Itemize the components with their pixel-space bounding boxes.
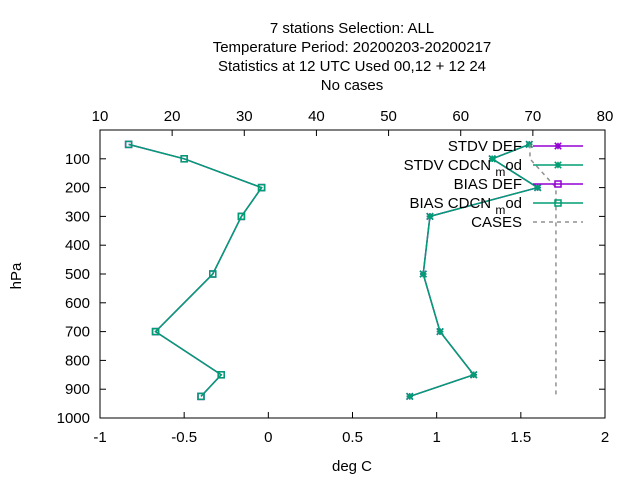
legend-label: STDV DEF: [448, 138, 522, 155]
legend-item-3: BIAS CDCN mod: [409, 195, 583, 217]
y-tick-label: 500: [65, 266, 90, 283]
series-line: [128, 143, 263, 397]
x-tick-label: 2: [601, 429, 609, 446]
y-tick-label: 200: [65, 180, 90, 197]
y-tick-label: 100: [65, 151, 90, 168]
legend-label-rest: od: [505, 157, 522, 174]
series-line: [409, 143, 540, 398]
x-tick-label: -0.5: [171, 429, 197, 446]
legend-marker: [554, 180, 562, 188]
legend-label-sub: m: [495, 165, 505, 179]
legend-marker: [554, 161, 562, 169]
series-1: [405, 140, 542, 401]
legend-label: CASES: [471, 214, 522, 231]
x2-tick-label: 60: [452, 108, 469, 125]
data-point: [419, 270, 427, 278]
x2-tick-label: 80: [597, 108, 614, 125]
data-point: [257, 183, 266, 192]
data-point: [209, 270, 217, 278]
series-line: [529, 144, 557, 397]
legend-item-4: CASES: [471, 214, 583, 231]
series-line: [128, 143, 263, 397]
data-point: [469, 371, 478, 379]
data-point: [217, 371, 225, 379]
data-point: [180, 155, 188, 163]
y-tick-label: 700: [65, 324, 90, 341]
legend-item-1: STDV CDCN mod: [404, 157, 583, 179]
x2-tick-label: 20: [164, 108, 181, 125]
y-tick-label: 300: [65, 208, 90, 225]
y-tick-label: 800: [65, 352, 90, 369]
y-axis-label: hPa: [8, 262, 25, 289]
axes: -1 -0.5 0 0.5 1 1.5 2 10 20 30 40 50 60 70 80 100 200 300…: [57, 108, 614, 446]
title-line-1: 7 stations Selection: ALL: [270, 20, 434, 37]
x-tick-label: -1: [93, 429, 106, 446]
data-point: [436, 327, 444, 336]
legend-marker: [554, 199, 562, 207]
series-4: [529, 144, 557, 397]
title-line-2: Temperature Period: 20200203-20200217: [213, 39, 492, 56]
series-3: [124, 140, 266, 401]
data-point: [488, 155, 496, 163]
legend-marker: [554, 142, 562, 150]
x-tick-label: 0.5: [342, 429, 363, 446]
title-line-4: No cases: [321, 77, 384, 94]
x-axis-label: deg C: [332, 458, 372, 475]
x2-tick-label: 30: [236, 108, 253, 125]
chart-title: 7 stations Selection: ALL Temperature Pe…: [213, 20, 492, 94]
x2-tick-label: 40: [308, 108, 325, 125]
x-tick-label: 1: [432, 429, 440, 446]
legend-label-sub: m: [495, 203, 505, 217]
y-tick-label: 400: [65, 237, 90, 254]
legend-label: STDV CDCN mod: [404, 157, 522, 179]
legend-label: BIAS CDCN mod: [409, 195, 522, 217]
data-point: [405, 392, 414, 401]
series-2: [124, 140, 266, 401]
title-line-3: Statistics at 12 UTC Used 00,12 + 12 24: [218, 58, 486, 75]
data-point: [426, 212, 434, 221]
x2-tick-label: 50: [380, 108, 397, 125]
legend-label-main: BIAS CDCN: [409, 195, 495, 212]
legend-item-0: STDV DEF: [448, 138, 583, 155]
y-tick-label: 1000: [57, 410, 90, 427]
y-tick-label: 600: [65, 295, 90, 312]
x-tick-label: 0: [264, 429, 272, 446]
data-point: [197, 392, 205, 401]
legend-item-2: BIAS DEF: [454, 176, 583, 193]
x2-tick-label: 10: [92, 108, 109, 125]
legend-label: BIAS DEF: [454, 176, 522, 193]
x-tick-label: 1.5: [510, 429, 531, 446]
data-point: [237, 212, 246, 221]
series-group: [124, 140, 557, 401]
legend-label-rest: od: [505, 195, 522, 212]
data-point: [151, 327, 160, 336]
plot-frame: [99, 129, 606, 419]
data-point: [124, 140, 133, 149]
y-tick-label: 900: [65, 381, 90, 398]
x2-tick-label: 70: [525, 108, 542, 125]
legend-label-main: STDV CDCN: [404, 157, 496, 174]
data-point: [533, 183, 542, 192]
